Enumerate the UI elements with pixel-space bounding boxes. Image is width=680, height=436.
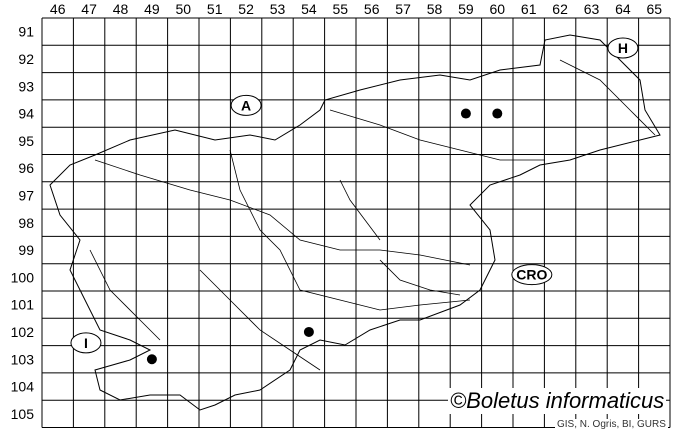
column-label: 65 [647,1,663,17]
row-label: 102 [11,324,35,340]
row-label: 97 [18,187,34,203]
column-label: 60 [490,1,506,17]
country-label: H [618,40,628,56]
country-border [49,34,661,411]
country-label: I [84,335,88,351]
row-label: 105 [11,406,35,422]
row-label: 95 [18,133,34,149]
country-label-oval [230,94,262,116]
column-label: 53 [270,1,286,17]
record-dot [492,108,503,119]
country-label: CRO [516,267,547,283]
country-label-oval [511,264,553,286]
column-label: 62 [552,1,568,17]
column-label: 57 [395,1,411,17]
column-label: 54 [301,1,317,17]
column-label: 64 [615,1,631,17]
record-dot [303,326,314,337]
data-source: GIS, N. Ogris, BI, GURS [555,419,668,430]
column-label: 49 [144,1,160,17]
column-label: 56 [364,1,380,17]
record-dot [460,108,471,119]
column-label: 50 [176,1,192,17]
column-label: 52 [238,1,254,17]
column-label: 46 [50,1,66,17]
column-label: 61 [521,1,537,17]
row-label: 104 [11,379,35,395]
column-label: 47 [81,1,97,17]
row-label: 94 [18,106,34,122]
column-label: 48 [113,1,129,17]
row-label: 96 [18,160,34,176]
row-label: 99 [18,242,34,258]
row-label: 92 [18,51,34,67]
row-label: 103 [11,351,35,367]
record-dot [146,354,157,365]
copyright-credit: ©Boletus informaticus [448,388,667,414]
column-label: 59 [458,1,474,17]
row-label: 93 [18,78,34,94]
country-label-oval [70,332,102,354]
row-label: 98 [18,215,34,231]
rivers [89,59,656,371]
row-label: 101 [11,297,35,313]
column-label: 63 [584,1,600,17]
country-label-oval [607,37,639,59]
column-label: 58 [427,1,443,17]
column-label: 55 [333,1,349,17]
row-label: 91 [18,24,34,40]
grid-lines [41,17,671,428]
row-label: 100 [11,269,35,285]
column-label: 51 [207,1,223,17]
country-label: A [241,97,251,113]
